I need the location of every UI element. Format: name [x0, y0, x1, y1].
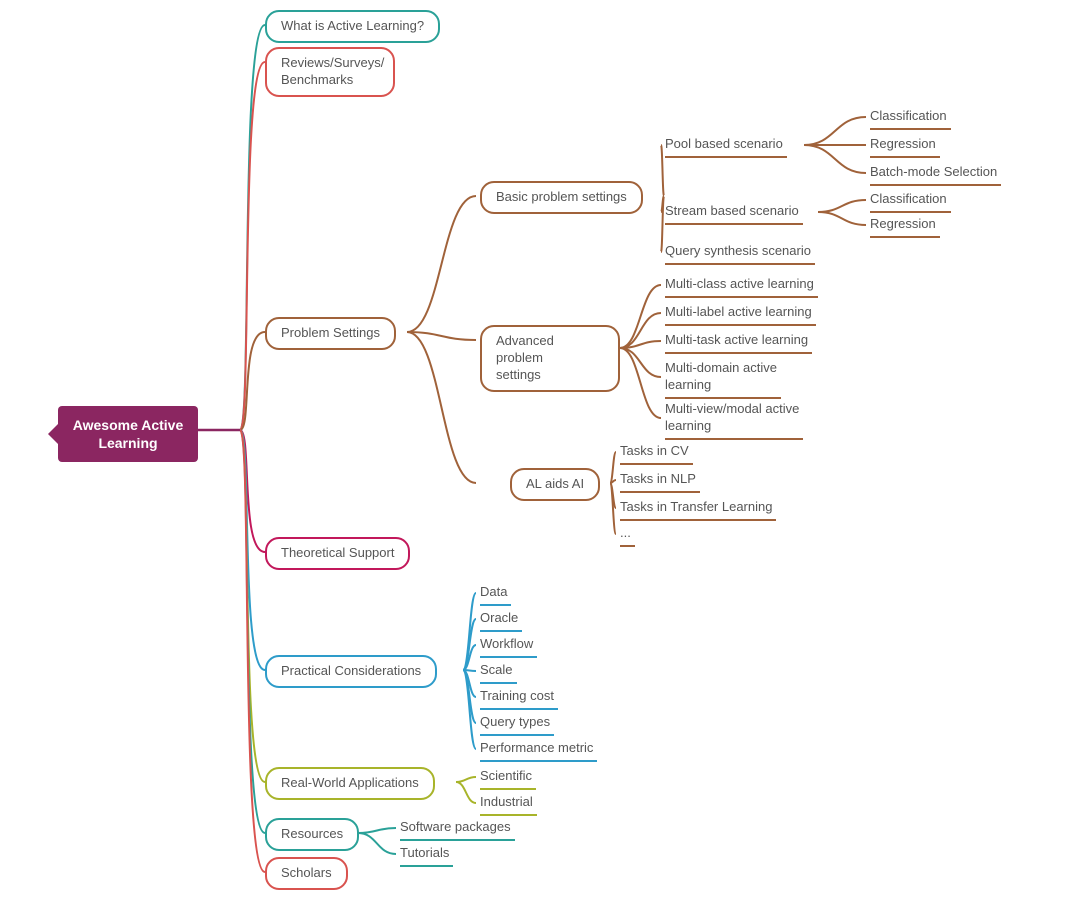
branch-basic: Basic problem settings	[480, 181, 643, 214]
leaf-node: Scale	[480, 660, 517, 684]
branch-scholars: Scholars	[265, 857, 348, 890]
leaf-node: Regression	[870, 214, 940, 238]
leaf-node: Regression	[870, 134, 940, 158]
branch-realworld: Real-World Applications	[265, 767, 435, 800]
leaf-node: Classification	[870, 106, 951, 130]
leaf-node: Data	[480, 582, 511, 606]
branch-advanced: Advanced problemsettings	[480, 325, 620, 392]
branch-alaids: AL aids AI	[510, 468, 600, 501]
leaf-node: Performance metric	[480, 738, 597, 762]
leaf-node: Query types	[480, 712, 554, 736]
leaf-node: Classification	[870, 189, 951, 213]
leaf-node: Tasks in CV	[620, 441, 693, 465]
branch-reviews: Reviews/Surveys/Benchmarks	[265, 47, 395, 97]
leaf-node: Stream based scenario	[665, 201, 803, 225]
leaf-node: ...	[620, 523, 635, 547]
leaf-node: Software packages	[400, 817, 515, 841]
leaf-node: Tasks in NLP	[620, 469, 700, 493]
leaf-node: Query synthesis scenario	[665, 241, 815, 265]
leaf-node: Training cost	[480, 686, 558, 710]
leaf-node: Multi-view/modal activelearning	[665, 399, 803, 440]
leaf-node: Multi-label active learning	[665, 302, 816, 326]
branch-what: What is Active Learning?	[265, 10, 440, 43]
leaf-node: Workflow	[480, 634, 537, 658]
branch-practical: Practical Considerations	[265, 655, 437, 688]
branch-resources: Resources	[265, 818, 359, 851]
leaf-node: Tasks in Transfer Learning	[620, 497, 776, 521]
root-node: Awesome Active Learning	[58, 406, 198, 462]
leaf-node: Multi-task active learning	[665, 330, 812, 354]
leaf-node: Scientific	[480, 766, 536, 790]
leaf-node: Batch-mode Selection	[870, 162, 1001, 186]
branch-problem: Problem Settings	[265, 317, 396, 350]
leaf-node: Multi-class active learning	[665, 274, 818, 298]
leaf-node: Multi-domain activelearning	[665, 358, 781, 399]
leaf-node: Oracle	[480, 608, 522, 632]
leaf-node: Pool based scenario	[665, 134, 787, 158]
leaf-node: Tutorials	[400, 843, 453, 867]
leaf-node: Industrial	[480, 792, 537, 816]
branch-theory: Theoretical Support	[265, 537, 410, 570]
